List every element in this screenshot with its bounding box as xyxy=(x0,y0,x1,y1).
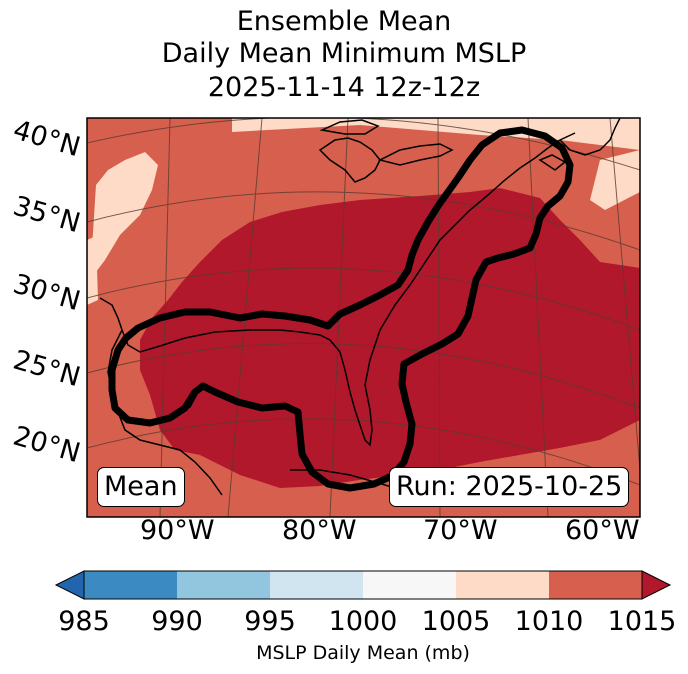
colorbar-segment-1010 xyxy=(549,571,642,599)
pressure-zone-1015 xyxy=(140,188,640,488)
title-line-3: 2025-11-14 12z-12z xyxy=(207,72,481,103)
mean-contour-line xyxy=(108,126,574,492)
colorbar-label: MSLP Daily Mean (mb) xyxy=(256,642,470,664)
colorbar-tick-985: 985 xyxy=(58,606,110,637)
pressure-zone-1005-far-west xyxy=(87,236,98,305)
title-line-2: Daily Mean Minimum MSLP xyxy=(161,38,527,69)
colorbar-tick-1015: 1015 xyxy=(607,606,677,637)
colorbar-segment-1000 xyxy=(363,571,456,599)
colorbar-segment-990 xyxy=(177,571,270,599)
colorbar-extend-low xyxy=(54,570,85,600)
colorbar-segment-985 xyxy=(84,571,177,599)
colorbar-segment-1005 xyxy=(456,571,549,599)
map-frame xyxy=(86,117,641,518)
pressure-zone-1005-top xyxy=(232,118,640,150)
pressure-zone-1005-west xyxy=(90,152,158,280)
colorbar-tick-1000: 1000 xyxy=(328,606,398,637)
colorbar-tick-995: 995 xyxy=(244,606,296,637)
lon-label-90w: 90°W xyxy=(140,515,215,546)
colorbar-extend-high xyxy=(641,570,672,600)
lon-label-70w: 70°W xyxy=(423,515,498,546)
colorbar-tick-1005: 1005 xyxy=(421,606,491,637)
colorbar-tick-1010: 1010 xyxy=(514,606,584,637)
title-line-1: Ensemble Mean xyxy=(236,6,452,37)
graticule xyxy=(87,118,640,517)
mean-label-box: Mean xyxy=(97,467,185,507)
colorbar-tick-990: 990 xyxy=(151,606,203,637)
colorbar-segment-995 xyxy=(270,571,363,599)
lon-label-60w: 60°W xyxy=(565,515,640,546)
run-date-box: Run: 2025-10-25 xyxy=(389,467,630,507)
lon-label-80w: 80°W xyxy=(282,515,357,546)
